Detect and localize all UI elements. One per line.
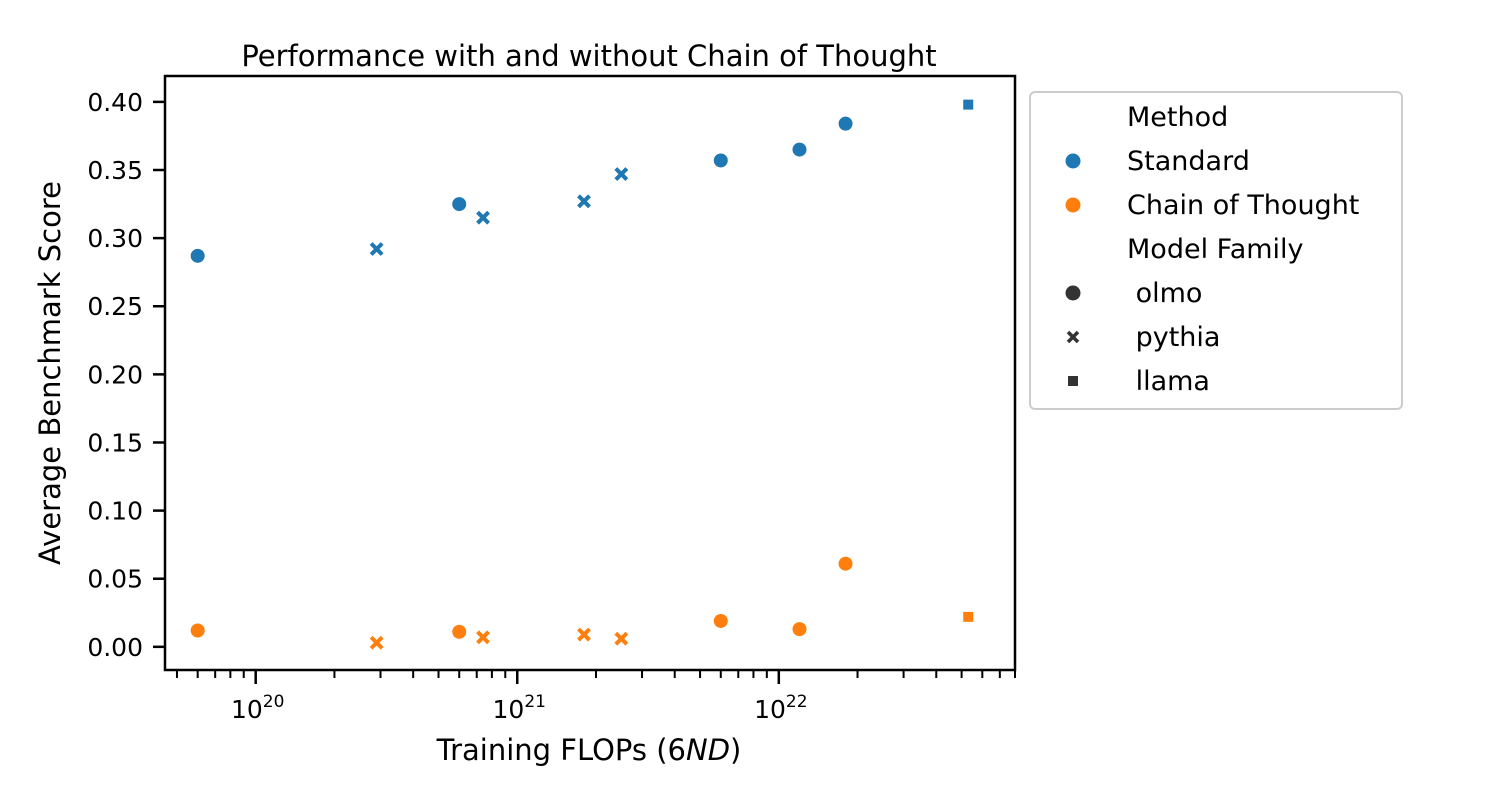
point-standard-pythia: [476, 210, 490, 225]
legend-method-title: Method: [1127, 102, 1228, 133]
y-tick-label: 0.30: [87, 224, 143, 253]
legend-marker-pythia: [1066, 330, 1080, 344]
y-tick-label: 0.05: [87, 565, 143, 594]
legend: Method Standard Chain of Thought Model F…: [1029, 91, 1403, 410]
legend-label-olmo: olmo: [1127, 278, 1202, 309]
chart-title: Performance with and without Chain of Th…: [241, 39, 936, 73]
y-tick-label: 0.15: [87, 428, 143, 457]
point-chain-of-thought-olmo: [189, 622, 206, 639]
point-chain-of-thought-pythia: [577, 627, 591, 642]
legend-marker-standard: [1065, 153, 1081, 169]
point-chain-of-thought-olmo: [451, 623, 468, 640]
y-tick-label: 0.25: [87, 292, 143, 321]
data-points: [189, 98, 975, 650]
point-chain-of-thought-llama: [962, 610, 975, 623]
legend-label-pythia: pythia: [1127, 322, 1220, 353]
x-axis-title: Training FLOPs (6ND): [436, 733, 742, 767]
legend-marker-chain-of-thought: [1065, 197, 1081, 213]
y-tick-label: 0.00: [87, 633, 143, 662]
point-standard-olmo: [791, 141, 808, 158]
x-tick-label: 1020: [231, 692, 284, 724]
point-standard-olmo: [451, 196, 468, 213]
y-tick-label: 0.10: [87, 497, 143, 526]
point-chain-of-thought-pythia: [476, 630, 490, 645]
legend-frame: [1029, 91, 1403, 410]
x-tick-label: 1021: [493, 692, 546, 724]
legend-label-chain-of-thought: Chain of Thought: [1127, 190, 1359, 221]
legend-label-llama: llama: [1127, 366, 1210, 397]
point-chain-of-thought-olmo: [837, 555, 854, 572]
point-standard-olmo: [189, 247, 206, 264]
point-chain-of-thought-pythia: [614, 631, 629, 646]
legend-family-title: Model Family: [1127, 234, 1304, 265]
y-tick-label: 0.20: [87, 360, 143, 389]
point-standard-olmo: [712, 152, 729, 169]
x-axis: 1020 1021 1022: [175, 670, 1016, 724]
y-axis-title: Average Benchmark Score: [33, 181, 67, 565]
x-tick-label: 1022: [754, 692, 807, 724]
legend-marker-llama: [1068, 376, 1078, 386]
point-standard-olmo: [837, 115, 854, 132]
point-standard-pythia: [577, 194, 591, 209]
legend-marker-olmo: [1065, 285, 1081, 301]
point-chain-of-thought-olmo: [712, 612, 729, 629]
point-standard-pythia: [614, 167, 629, 182]
point-chain-of-thought-olmo: [791, 621, 808, 638]
point-standard-pythia: [369, 242, 384, 256]
point-chain-of-thought-pythia: [369, 635, 384, 650]
y-tick-label: 0.35: [87, 156, 143, 185]
legend-label-standard: Standard: [1127, 146, 1250, 177]
y-axis: 0.00 0.05 0.10 0.15 0.20 0.25 0.30 0.35 0.40: [87, 88, 165, 662]
plot-frame: [163, 74, 1017, 672]
point-standard-llama: [962, 98, 975, 111]
y-tick-label: 0.40: [87, 88, 143, 117]
